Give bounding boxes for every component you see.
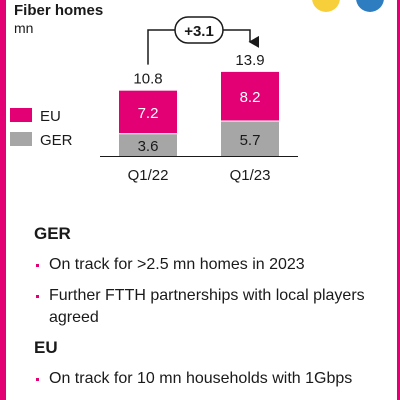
bullet-ger-2: Further FTTH partnerships with local pla… [14,285,394,329]
data-label-eu-1: 7.2 [138,105,159,122]
accent-border-left [0,0,6,400]
bar-eu-q1-22 [119,90,177,134]
fiber-homes-chart: EU GER 3.6 7.2 10.8 Q1/22 5.7 8.2 13.9 Q1/23 +3.… [10,16,298,184]
yellow-circle-icon [312,0,340,12]
delta-label: +3.1 [184,23,214,40]
legend-swatch-ger [10,132,32,146]
section-ger: GER On track for >2.5 mn homes in 2023 F… [14,224,394,329]
bar-ger-q1-22 [119,134,177,156]
section-heading-ger: GER [34,224,71,243]
chart-title: Fiber homes [14,2,104,19]
x-tick-label-1: Q1/22 [128,167,169,184]
total-label-2: 13.9 [235,52,264,69]
blue-circle-icon [356,0,384,12]
accent-border-right [397,0,400,400]
legend-label-ger: GER [40,132,73,149]
delta-pill [174,16,224,44]
bar-ger-q1-23 [221,121,279,156]
bar-eu-q1-23 [221,71,279,121]
legend-label-eu: EU [40,108,61,125]
legend-swatch-eu [10,108,32,122]
total-label-1: 10.8 [133,71,162,88]
bullet-ger-1: On track for >2.5 mn homes in 2023 [14,254,394,276]
bullet-sections: GER On track for >2.5 mn homes in 2023 F… [14,218,394,399]
chart-unit: mn [14,20,34,36]
section-eu: EU On track for 10 mn households with 1G… [14,338,394,390]
x-tick-label-2: Q1/23 [230,167,271,184]
data-label-ger-1: 3.6 [138,138,159,155]
bullet-eu-1: On track for 10 mn households with 1Gbps [14,368,394,390]
section-heading-eu: EU [34,338,58,357]
data-label-ger-2: 5.7 [240,132,261,149]
data-label-eu-2: 8.2 [240,89,261,106]
